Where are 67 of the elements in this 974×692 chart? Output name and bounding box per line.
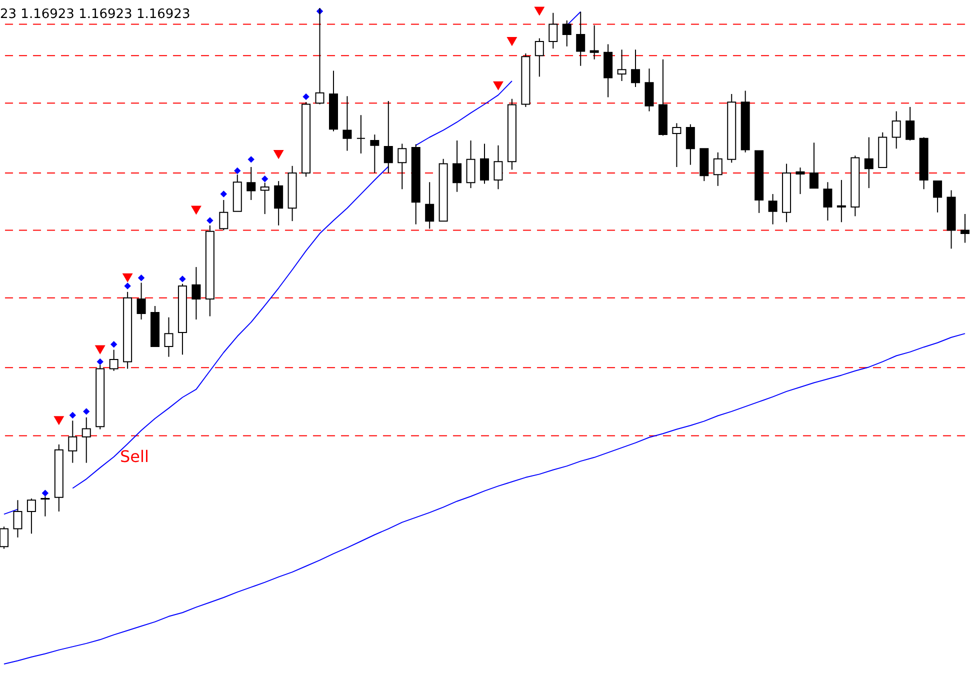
point	[69, 412, 76, 419]
candlestick	[823, 182, 832, 222]
point	[248, 156, 254, 163]
point	[122, 273, 133, 282]
candlestick	[246, 166, 256, 200]
point	[302, 93, 310, 100]
candlestick	[562, 20, 572, 47]
candlestick	[13, 500, 22, 538]
point	[54, 416, 64, 426]
candlestick	[109, 349, 118, 372]
point	[42, 490, 49, 496]
candlestick	[713, 152, 722, 186]
candlestick	[164, 316, 174, 358]
candlestick	[686, 124, 695, 166]
candlestick	[796, 167, 805, 195]
candlestick	[631, 49, 640, 88]
candlestick	[768, 194, 778, 225]
candlestick	[534, 38, 544, 78]
point	[83, 408, 90, 415]
point	[206, 217, 214, 224]
candlestick	[342, 96, 352, 152]
candlestick	[548, 12, 558, 50]
candlestick	[219, 199, 228, 231]
point	[273, 150, 284, 160]
candlestick	[494, 144, 503, 190]
candlestick	[384, 100, 393, 174]
candlestick	[836, 179, 846, 223]
candlestick	[26, 498, 36, 534]
point	[138, 274, 145, 282]
candlestick	[892, 110, 901, 150]
candlestick	[864, 136, 874, 189]
candlestick	[260, 182, 270, 215]
candlestick	[480, 143, 489, 184]
point	[96, 358, 104, 366]
point	[179, 276, 186, 282]
point	[220, 190, 228, 198]
candlestick	[274, 180, 284, 226]
candlestick	[370, 134, 380, 174]
candlestick	[398, 143, 407, 190]
point	[110, 341, 118, 348]
point	[261, 176, 268, 182]
candlestick	[466, 140, 476, 189]
candlestick	[452, 140, 462, 192]
candlestick	[617, 49, 626, 82]
candlestick	[809, 142, 818, 189]
candlestick	[590, 24, 599, 60]
candlestick	[356, 114, 366, 154]
candlestick	[960, 214, 970, 244]
candlestick	[68, 420, 78, 464]
candlestick	[576, 11, 586, 66]
candlestick	[933, 180, 942, 213]
annotation: 23 1.16923 1.16923 1.16923	[0, 7, 190, 22]
candlestick	[82, 416, 91, 464]
candlestick	[425, 182, 434, 230]
candlestick	[192, 266, 201, 320]
point	[492, 81, 504, 90]
point	[190, 206, 202, 215]
annotation: Sell	[120, 447, 149, 466]
point	[506, 36, 518, 46]
candlestick	[136, 282, 146, 320]
candlestick	[672, 122, 682, 168]
point	[94, 345, 106, 354]
point	[234, 167, 241, 174]
point	[534, 6, 545, 16]
candlestick	[644, 68, 654, 112]
point	[124, 282, 131, 290]
candlestick	[906, 106, 915, 141]
